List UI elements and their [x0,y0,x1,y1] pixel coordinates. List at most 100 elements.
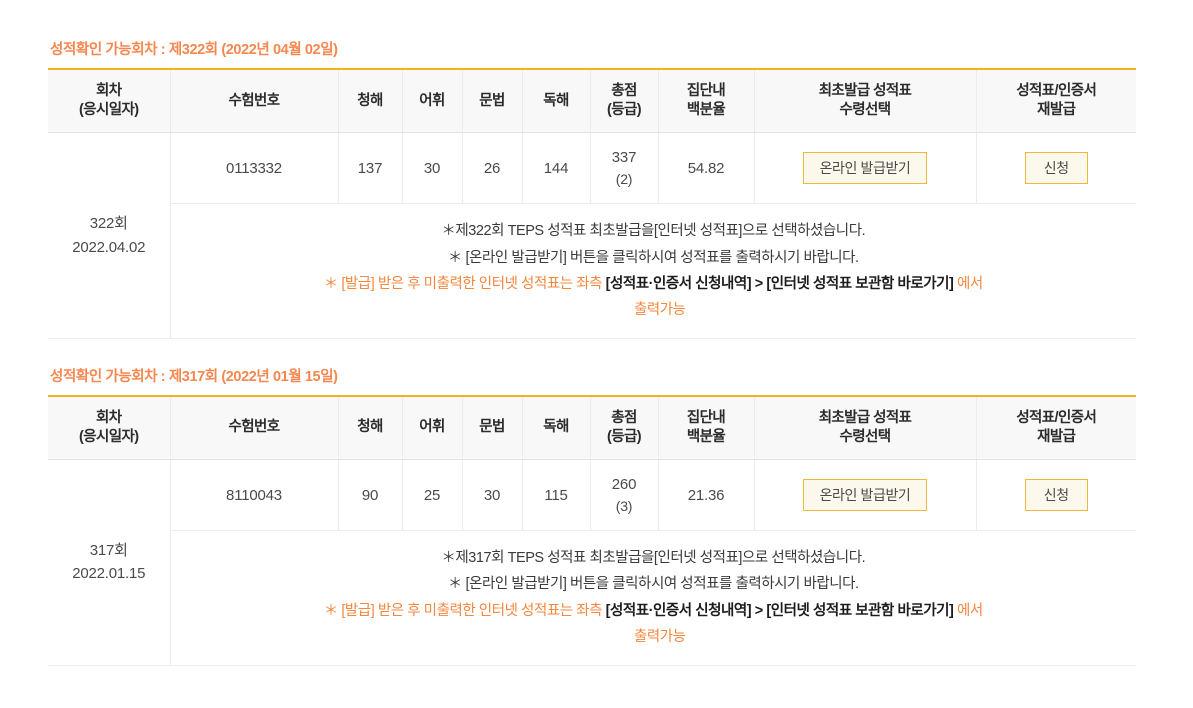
col-header-round-line1: 회차 [96,409,122,426]
col-header-first-issue: 최초발급 성적표 수령선택 [754,395,977,461]
col-header-round: 회차 (응시일자) [48,395,171,461]
cell-grammar: 26 [462,132,523,205]
note-line-3: ＊ [발급] 받은 후 미출력한 인터넷 성적표는 좌측 [성적표·인증서 신청… [173,598,1135,624]
col-header-vocabulary: 어휘 [402,395,463,461]
cell-total: 337 (2) [590,132,659,205]
col-header-percentile: 집단내 백분율 [658,69,755,134]
cell-reading: 144 [522,132,591,205]
col-header-reissue-line1: 성적표/인증서 [1016,409,1097,426]
table-row: 317회 2022.01.15 8110043 90 25 30 115 260… [48,459,1136,666]
col-header-reissue-line2: 재발급 [1037,428,1076,445]
col-header-percentile-line2: 백분율 [686,102,726,119]
col-header-round: 회차 (응시일자) [48,69,171,134]
cell-first-issue: 온라인 발급받기 [754,132,977,205]
table-header-row: 회차 (응시일자) 수험번호 청해 어휘 문법 독해 총점 (등급) 집단내 백… [48,395,1136,461]
round-label-cell: 317회 2022.01.15 [48,459,171,666]
cell-exam-no: 8110043 [170,459,339,532]
note-line-1: ＊제322회 TEPS 성적표 최초발급을[인터넷 성적표]으로 선택하셨습니다… [441,223,866,240]
score-table-322: 회차 (응시일자) 수험번호 청해 어휘 문법 독해 총점 (등급) 집단내 백… [48,68,1136,339]
col-header-exam-no: 수험번호 [170,69,339,134]
col-header-first-issue-line2: 수령선택 [839,102,892,119]
cell-exam-no: 0113332 [170,132,339,205]
issue-online-button[interactable]: 온라인 발급받기 [802,478,928,512]
col-header-round-line2: (응시일자) [79,428,139,445]
note-line-3-suffix: 에서 [953,602,983,619]
total-grade: (2) [615,171,633,187]
cell-total: 260 (3) [590,459,659,532]
col-header-reading: 독해 [522,395,591,461]
col-header-reissue: 성적표/인증서 재발급 [976,69,1136,134]
col-header-listening: 청해 [338,69,403,134]
col-header-reading: 독해 [522,69,591,134]
cell-reissue: 신청 [976,132,1136,205]
section-heading-317: 성적확인 가능회차 : 제317회 (2022년 01월 15일) [50,368,338,385]
cell-percentile: 54.82 [658,132,755,205]
score-table-317: 회차 (응시일자) 수험번호 청해 어휘 문법 독해 총점 (등급) 집단내 백… [48,394,1136,666]
col-header-exam-no: 수험번호 [170,395,339,461]
cell-vocabulary: 30 [402,132,463,205]
total-score: 260 [611,476,637,494]
col-header-first-issue-line1: 최초발급 성적표 [818,83,912,99]
col-header-reissue: 성적표/인증서 재발급 [976,395,1136,461]
table-row: 322회 2022.04.02 0113332 137 30 26 144 33… [48,132,1136,339]
col-header-first-issue: 최초발급 성적표 수령선택 [754,69,977,134]
note-line-3: ＊ [발급] 받은 후 미출력한 인터넷 성적표는 좌측 [성적표·인증서 신청… [173,271,1135,297]
col-header-total-line2: (등급) [607,102,642,119]
note-line-3-bold: [성적표·인증서 신청내역] > [인터넷 성적표 보관함 바로가기] [605,602,954,619]
score-results-page: 성적확인 가능회차 : 제322회 (2022년 04월 02일) 회차 (응시… [48,38,1145,666]
table-note-row: ＊제322회 TEPS 성적표 최초발급을[인터넷 성적표]으로 선택하셨습니다… [48,203,1136,339]
col-header-first-issue-line2: 수령선택 [839,428,892,445]
col-header-reissue-line1: 성적표/인증서 [1016,83,1097,99]
col-header-total-line1: 총점 [611,409,637,426]
note-line-2: ＊ [온라인 발급받기] 버튼을 클릭하시여 성적표를 출력하시기 바랍니다. [447,249,859,266]
col-header-percentile: 집단내 백분율 [658,395,755,461]
col-header-grammar: 문법 [462,69,523,134]
cell-percentile: 21.36 [658,459,755,532]
note-line-3-prefix: ＊ [발급] 받은 후 미출력한 인터넷 성적표는 좌측 [323,602,606,619]
note-line-3-suffix: 에서 [953,276,983,293]
note-line-3-prefix: ＊ [발급] 받은 후 미출력한 인터넷 성적표는 좌측 [323,276,606,293]
col-header-round-line2: (응시일자) [79,102,139,119]
score-section-322: 성적확인 가능회차 : 제322회 (2022년 04월 02일) 회차 (응시… [48,38,1145,339]
round-label-cell: 322회 2022.04.02 [48,132,171,339]
col-header-percentile-line1: 집단내 [686,409,726,426]
col-header-reissue-line2: 재발급 [1037,102,1076,119]
cell-vocabulary: 25 [402,459,463,532]
col-header-total: 총점 (등급) [590,69,659,134]
round-label-line1: 317회 [89,542,128,560]
note-line-4: 출력가능 [633,629,686,646]
cell-listening: 137 [338,132,403,205]
round-label-line1: 322회 [89,215,128,233]
score-section-317: 성적확인 가능회차 : 제317회 (2022년 01월 15일) 회차 (응시… [48,365,1145,666]
note-line-1: ＊제317회 TEPS 성적표 최초발급을[인터넷 성적표]으로 선택하셨습니다… [441,550,866,567]
notes-cell: ＊제322회 TEPS 성적표 최초발급을[인터넷 성적표]으로 선택하셨습니다… [170,203,1136,339]
note-line-4: 출력가능 [633,302,686,319]
issue-online-button[interactable]: 온라인 발급받기 [802,152,928,185]
cell-reissue: 신청 [976,459,1136,532]
round-label-line2: 2022.04.02 [72,238,146,256]
col-header-round-line1: 회차 [96,83,122,99]
total-score: 337 [611,149,637,167]
apply-reissue-button[interactable]: 신청 [1024,478,1088,512]
col-header-total-line2: (등급) [607,428,642,445]
round-label-line2: 2022.01.15 [72,565,146,583]
cell-grammar: 30 [462,459,523,532]
notes-cell: ＊제317회 TEPS 성적표 최초발급을[인터넷 성적표]으로 선택하셨습니다… [170,530,1136,666]
col-header-vocabulary: 어휘 [402,69,463,134]
col-header-grammar: 문법 [462,395,523,461]
total-grade: (3) [615,497,633,514]
note-line-3-bold: [성적표·인증서 신청내역] > [인터넷 성적표 보관함 바로가기] [605,276,954,293]
col-header-first-issue-line1: 최초발급 성적표 [818,409,912,426]
note-line-2: ＊ [온라인 발급받기] 버튼을 클릭하시여 성적표를 출력하시기 바랍니다. [447,576,859,593]
apply-reissue-button[interactable]: 신청 [1024,152,1088,185]
table-header-row: 회차 (응시일자) 수험번호 청해 어휘 문법 독해 총점 (등급) 집단내 백… [48,69,1136,134]
col-header-percentile-line2: 백분율 [686,428,726,445]
section-heading-322: 성적확인 가능회차 : 제322회 (2022년 04월 02일) [50,42,338,58]
col-header-total: 총점 (등급) [590,395,659,461]
table-note-row: ＊제317회 TEPS 성적표 최초발급을[인터넷 성적표]으로 선택하셨습니다… [48,530,1136,666]
col-header-percentile-line1: 집단내 [686,83,726,99]
col-header-listening: 청해 [338,395,403,461]
cell-listening: 90 [338,459,403,532]
cell-first-issue: 온라인 발급받기 [754,459,977,532]
cell-reading: 115 [522,459,591,532]
